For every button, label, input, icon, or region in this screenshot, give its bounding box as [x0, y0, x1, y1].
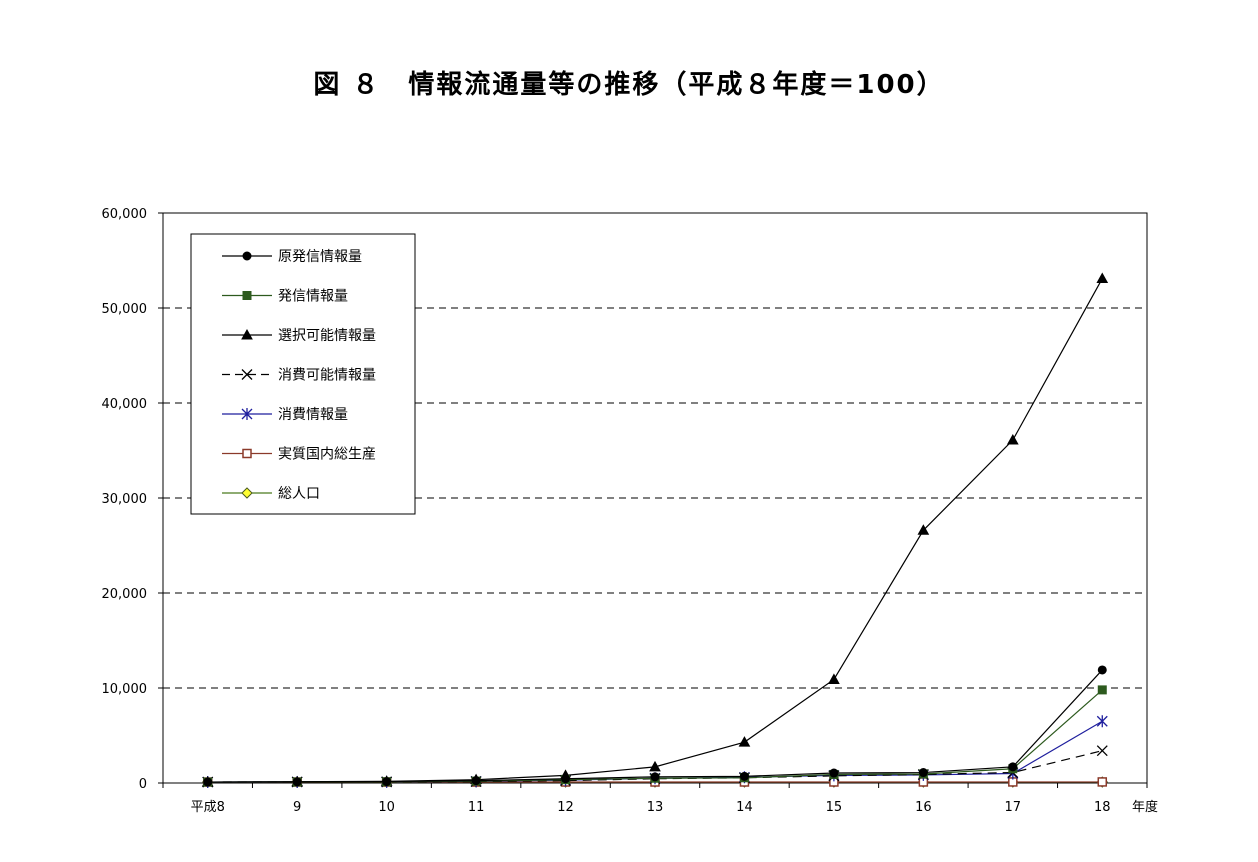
x-tick-label: 12 — [557, 800, 574, 815]
data-point — [292, 777, 302, 787]
grid-lines — [163, 307, 1147, 689]
legend-label: 消費可能情報量 — [278, 368, 376, 384]
data-point — [829, 768, 839, 778]
y-tick-label: 10,000 — [102, 682, 148, 697]
y-tick-label: 20,000 — [102, 587, 148, 602]
data-point — [471, 776, 481, 786]
y-tick-label: 50,000 — [102, 302, 148, 317]
x-tick-label: 15 — [826, 800, 843, 815]
x-tick-label: 18 — [1094, 800, 1111, 815]
legend-marker — [242, 448, 252, 459]
legend-marker — [241, 408, 253, 420]
x-tick-label: 13 — [647, 800, 664, 815]
data-point — [739, 771, 749, 781]
data-point — [203, 777, 213, 787]
legend-label: 総人口 — [278, 486, 320, 502]
data-point — [828, 673, 840, 684]
data-point — [649, 760, 661, 772]
x-tick-label: 17 — [1005, 800, 1022, 815]
data-point — [1096, 745, 1108, 757]
data-point — [650, 772, 660, 782]
legend-marker — [241, 369, 253, 380]
legend-marker — [242, 291, 252, 300]
legend-label: 原発信情報量 — [278, 249, 362, 265]
legend-label: 選択可能情報量 — [278, 328, 376, 344]
legend-marker — [241, 328, 253, 340]
chart-title: 図 ８ 情報流通量等の推移（平成８年度＝100） — [313, 70, 945, 100]
data-point — [1097, 777, 1108, 787]
y-tick-label: 30,000 — [102, 492, 148, 507]
y-tick-label: 0 — [139, 777, 147, 792]
legend-marker — [242, 251, 252, 261]
y-tick-label: 60,000 — [102, 207, 148, 222]
legend-label: 消費情報量 — [278, 407, 348, 423]
x-tick-label: 16 — [915, 800, 932, 815]
data-point — [918, 768, 928, 778]
data-point — [1008, 762, 1018, 772]
x-tick-label: 11 — [468, 800, 485, 815]
axes: 0 10,000 20,000 30,000 40,000 50,000 60,000 平成8… — [102, 207, 1159, 815]
x-tick-label: 平成8 — [191, 800, 225, 815]
data-point — [1096, 715, 1108, 728]
x-axis-unit-label: 年度 — [1132, 799, 1158, 815]
data-point — [917, 524, 930, 535]
legend-label: 発信情報量 — [278, 289, 348, 305]
x-tick-label: 10 — [378, 800, 395, 815]
x-tick-label: 14 — [736, 800, 753, 815]
data-point — [561, 774, 571, 784]
y-tick-label: 40,000 — [102, 397, 148, 412]
data-point — [1096, 272, 1109, 284]
data-point — [1097, 665, 1107, 675]
legend-marker — [241, 487, 253, 499]
series-lines — [201, 272, 1109, 789]
data-point — [1006, 434, 1019, 445]
data-point — [1097, 685, 1107, 695]
data-point — [382, 777, 392, 787]
data-point — [738, 736, 751, 747]
legend-label: 実質国内総生産 — [278, 447, 376, 463]
x-tick-label: 9 — [293, 800, 301, 815]
